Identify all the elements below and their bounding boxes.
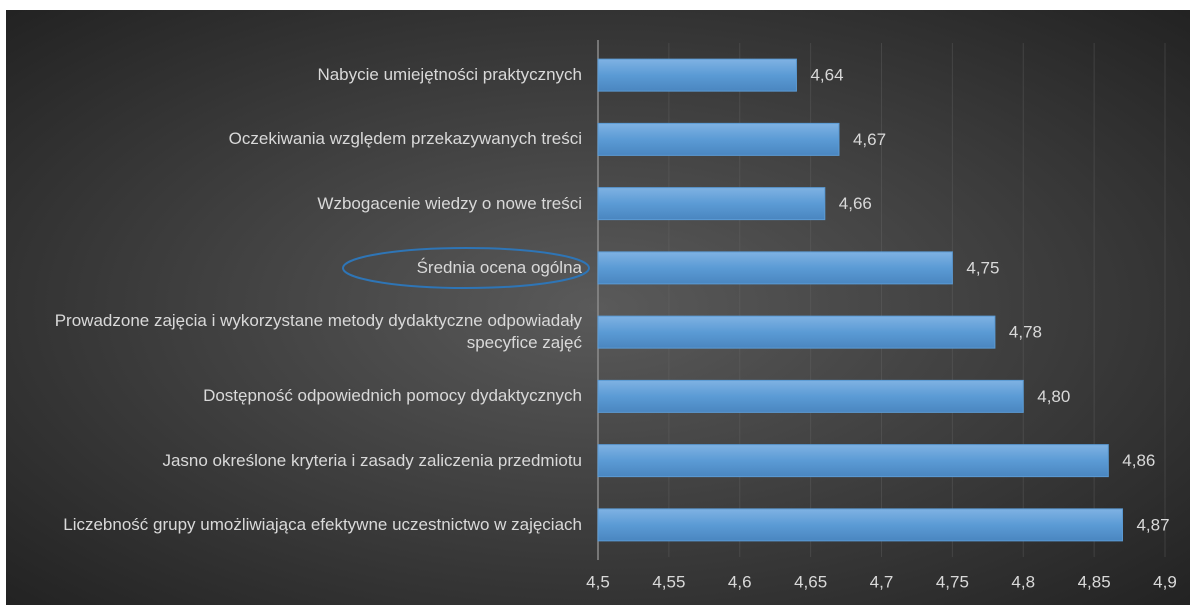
x-tick-label: 4,85	[1078, 572, 1111, 591]
category-label: Prowadzone zajęcia i wykorzystane metody…	[54, 311, 582, 353]
bar	[597, 444, 1109, 478]
category-label: Oczekiwania względem przekazywanych treś…	[228, 129, 582, 149]
value-label: 4,86	[1122, 451, 1155, 470]
x-tick-label: 4,9	[1153, 572, 1177, 591]
value-label: 4,64	[810, 66, 843, 85]
category-label: Średnia ocena ogólna	[416, 257, 582, 277]
value-label: 4,78	[1009, 323, 1042, 342]
x-tick-label: 4,65	[794, 572, 827, 591]
x-tick-label: 4,7	[870, 572, 894, 591]
x-tick-label: 4,8	[1011, 572, 1035, 591]
bar	[597, 379, 1024, 413]
bar	[597, 122, 840, 156]
value-label: 4,75	[966, 258, 999, 277]
value-label: 4,80	[1037, 387, 1070, 406]
value-label: 4,66	[839, 194, 872, 213]
bars: 4,64 4,67 4,66 4,75 4,78 4,80 4,86 4,87	[597, 58, 1170, 542]
value-label: 4,87	[1136, 515, 1169, 534]
x-tick-label: 4,75	[936, 572, 969, 591]
x-tick-label: 4,6	[728, 572, 752, 591]
bar	[597, 508, 1123, 542]
category-label: Nabycie umiejętności praktycznych	[317, 65, 582, 85]
bar	[597, 58, 797, 92]
x-tick-label: 4,55	[652, 572, 685, 591]
category-label: Liczebność grupy umożliwiająca efektywne…	[63, 514, 582, 534]
value-label: 4,67	[853, 130, 886, 149]
highlight-ellipse	[342, 247, 590, 289]
category-label: Jasno określone kryteria i zasady zalicz…	[162, 450, 582, 470]
bar	[597, 315, 996, 349]
category-label: Wzbogacenie wiedzy o nowe treści	[317, 193, 582, 213]
bar	[597, 251, 953, 285]
category-label: Dostępność odpowiednich pomocy dydaktycz…	[203, 386, 582, 406]
bar	[597, 187, 826, 221]
x-tick-label: 4,5	[586, 572, 610, 591]
